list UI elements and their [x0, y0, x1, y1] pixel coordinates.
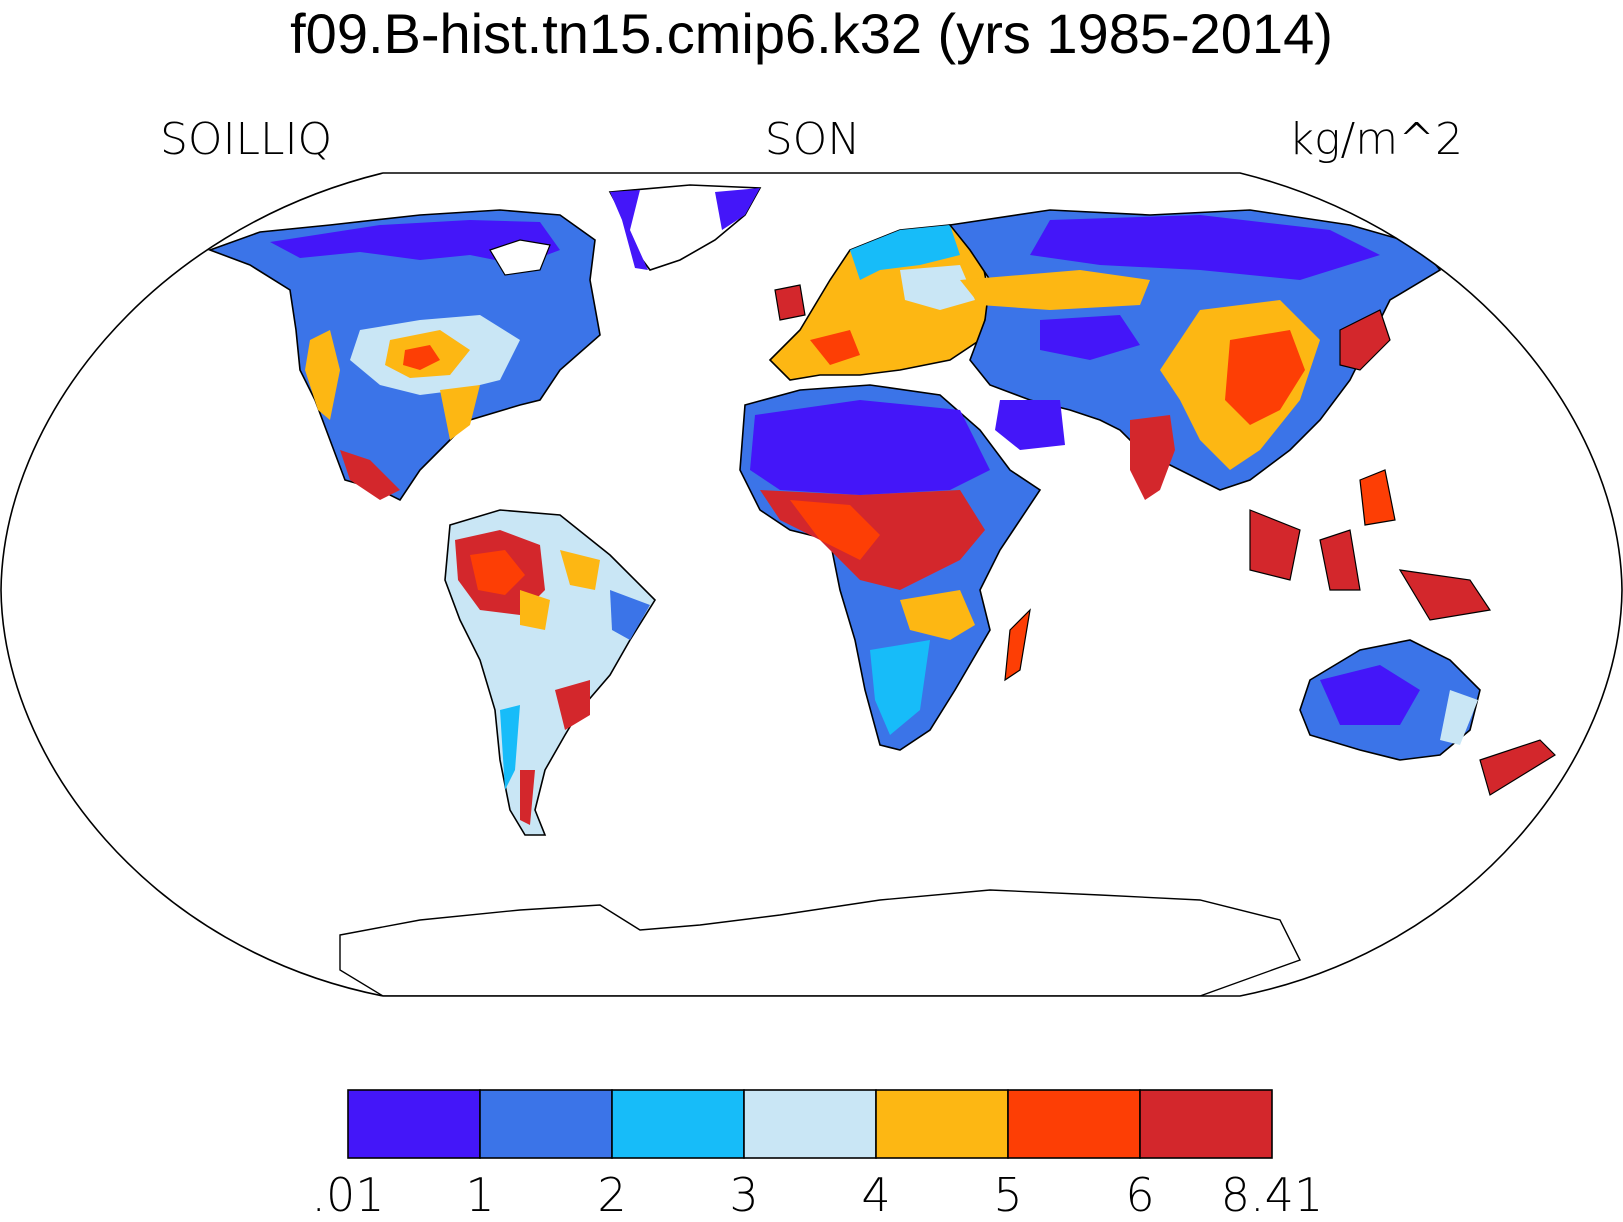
colorbar-tick-label: 4: [861, 1168, 891, 1222]
north-america-landmass: [207, 209, 601, 502]
colorbar-bin-5: [1007, 1089, 1141, 1159]
south-america-landmass: [444, 509, 657, 836]
world-map: [0, 172, 1623, 997]
antarctica-landmass: [339, 889, 1301, 996]
colorbar-tick-label: 6: [1125, 1168, 1155, 1222]
colorbar-bin-1: [479, 1089, 613, 1159]
colorbar-bin-6: [1139, 1089, 1273, 1159]
colorbar-tick-label: 2: [597, 1168, 627, 1222]
colorbar-tick-label: 3: [729, 1168, 759, 1222]
colorbar: [347, 1089, 1273, 1159]
colorbar-bin-4: [875, 1089, 1009, 1159]
colorbar-tick-label: .01: [311, 1168, 385, 1222]
maritime-asia-landmass: [1249, 469, 1492, 621]
plot-title: f09.B-hist.tn15.cmip6.k32 (yrs 1985-2014…: [290, 2, 1333, 65]
season-label: SON: [764, 114, 861, 165]
colorbar-bin-2: [611, 1089, 745, 1159]
australia-landmass: [1299, 639, 1556, 796]
colorbar-bin-3: [743, 1089, 877, 1159]
colorbar-tick-label: 1: [465, 1168, 495, 1222]
colorbar-tick-label: 8.41: [1220, 1168, 1324, 1222]
asia-landmass: [948, 209, 1442, 500]
africa-landmass: [739, 384, 1042, 751]
units-label: kg/m^2: [1288, 114, 1463, 165]
colorbar-bin-0: [347, 1089, 481, 1159]
map-frame: [0, 172, 1623, 997]
variable-label: SOILLIQ: [160, 114, 333, 165]
europe-landmass: [768, 224, 991, 381]
colorbar-tick-label: 5: [993, 1168, 1023, 1222]
